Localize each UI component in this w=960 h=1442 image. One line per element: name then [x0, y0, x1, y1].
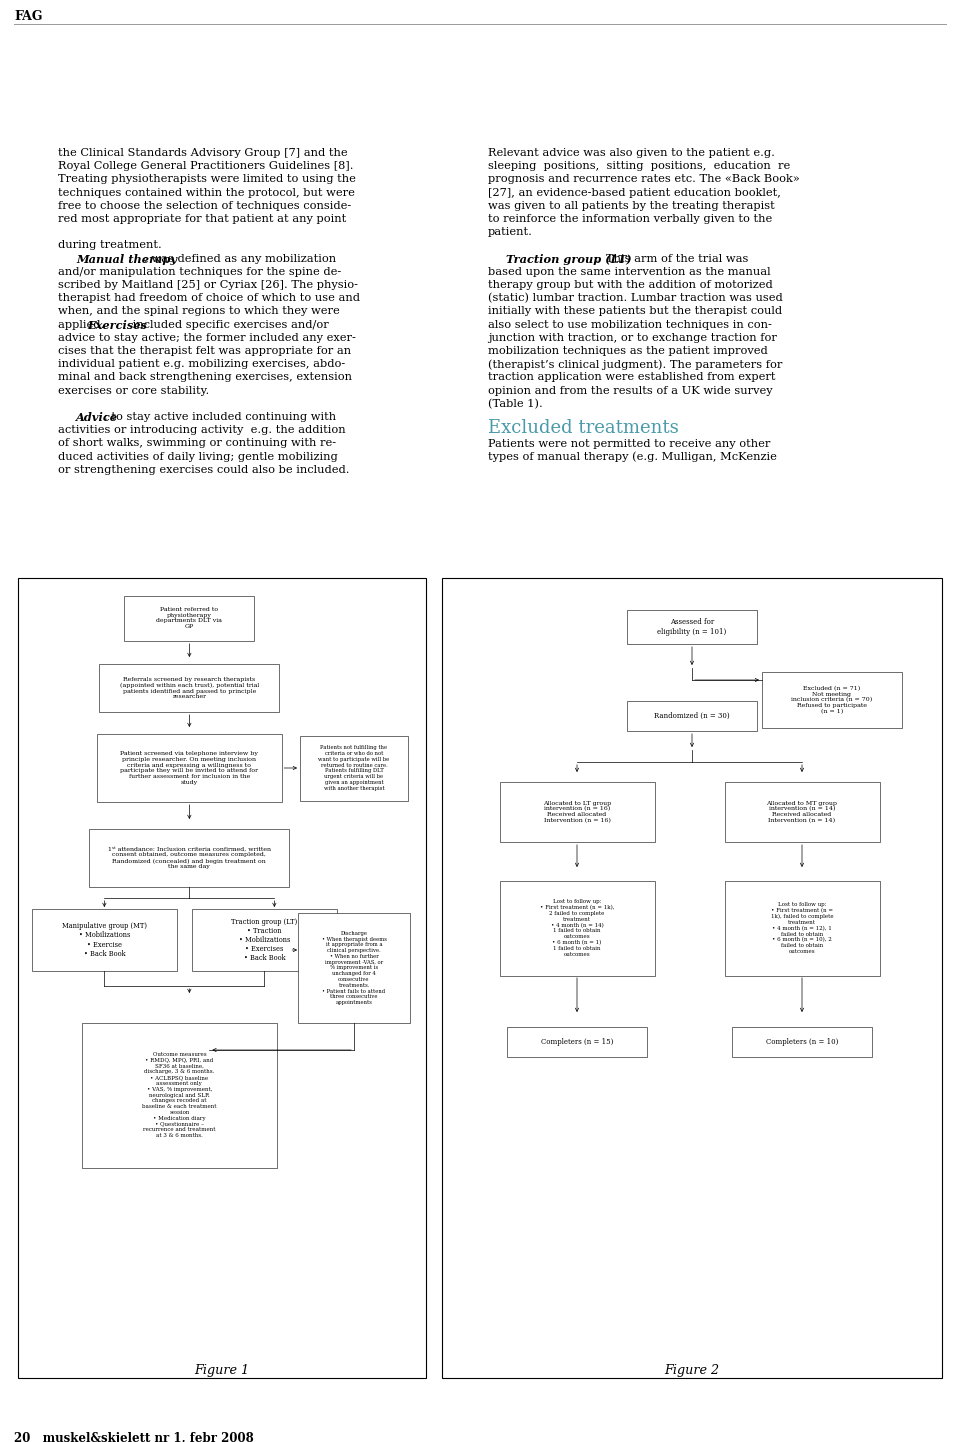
Text: Excluded treatments: Excluded treatments: [488, 418, 679, 437]
Text: Lost to follow up:
• First treatment (n = 1k),
2 failed to complete
treatment
• : Lost to follow up: • First treatment (n …: [540, 900, 614, 957]
Text: included specific exercises and/or: included specific exercises and/or: [129, 320, 328, 330]
Text: applied.: applied.: [58, 320, 108, 330]
Bar: [732, 1027, 872, 1057]
Text: 20   muskel&skjelett nr 1, febr 2008: 20 muskel&skjelett nr 1, febr 2008: [14, 1432, 253, 1442]
Text: mobilization techniques as the patient improved: mobilization techniques as the patient i…: [488, 346, 768, 356]
Text: Patients were not permitted to receive any other: Patients were not permitted to receive a…: [488, 438, 770, 448]
Text: sleeping  positions,  sitting  positions,  education  re: sleeping positions, sitting positions, e…: [488, 162, 790, 172]
Text: therapist had freedom of choice of which to use and: therapist had freedom of choice of which…: [58, 293, 360, 303]
Text: during treatment.: during treatment.: [58, 241, 161, 251]
Text: Traction group (LT): Traction group (LT): [506, 254, 632, 264]
Bar: [32, 908, 177, 970]
Text: Assessed for
eligibility (n = 101): Assessed for eligibility (n = 101): [658, 619, 727, 636]
Text: Excluded (n = 71)
Not meeting
inclusion criteria (n = 70)
Refused to participate: Excluded (n = 71) Not meeting inclusion …: [791, 685, 873, 714]
Text: and/or manipulation techniques for the spine de-: and/or manipulation techniques for the s…: [58, 267, 341, 277]
Text: 1ˢᵗ attendance: Inclusion criteria confirmed, written
consent obtained, outcome : 1ˢᵗ attendance: Inclusion criteria confi…: [108, 846, 271, 870]
Text: free to choose the selection of techniques conside-: free to choose the selection of techniqu…: [58, 200, 351, 211]
Text: :  This arm of the trial was: : This arm of the trial was: [595, 254, 749, 264]
Bar: [300, 735, 408, 800]
Text: junction with traction, or to exchange traction for: junction with traction, or to exchange t…: [488, 333, 777, 343]
Text: Discharge
• When therapist deems
it appropriate from a
clinical perspective.
• W: Discharge • When therapist deems it appr…: [322, 930, 387, 1005]
Text: : to stay active included continuing with: : to stay active included continuing wit…: [104, 412, 336, 423]
Bar: [89, 829, 289, 887]
Text: advice to stay active; the former included any exer-: advice to stay active; the former includ…: [58, 333, 356, 343]
Text: Referrals screened by research therapists
(appointed within each trust), potenti: Referrals screened by research therapist…: [120, 676, 259, 699]
Bar: [725, 881, 879, 975]
Bar: [507, 1027, 647, 1057]
Text: minal and back strengthening exercises, extension: minal and back strengthening exercises, …: [58, 372, 352, 382]
Bar: [762, 672, 902, 728]
Text: Allocated to LT group
intervention (n = 16)
Received allocated
Intervention (n =: Allocated to LT group intervention (n = …: [542, 800, 612, 823]
Bar: [442, 578, 942, 1379]
Text: Patients not fulfilling the
criteria or who do not
want to participate will be
r: Patients not fulfilling the criteria or …: [319, 746, 390, 790]
Bar: [192, 908, 337, 970]
Text: Figure 1: Figure 1: [195, 1364, 250, 1377]
Bar: [97, 734, 282, 802]
Text: duced activities of daily living; gentle mobilizing: duced activities of daily living; gentle…: [58, 451, 338, 461]
Bar: [499, 881, 655, 975]
Text: of short walks, swimming or continuing with re-: of short walks, swimming or continuing w…: [58, 438, 336, 448]
Text: types of manual therapy (e.g. Mulligan, McKenzie: types of manual therapy (e.g. Mulligan, …: [488, 451, 777, 463]
Text: therapy group but with the addition of motorized: therapy group but with the addition of m…: [488, 280, 773, 290]
Text: Randomized (n = 30): Randomized (n = 30): [654, 712, 730, 720]
Text: prognosis and recurrence rates etc. The «Back Book»: prognosis and recurrence rates etc. The …: [488, 174, 800, 185]
Text: opinion and from the results of a UK wide survey: opinion and from the results of a UK wid…: [488, 385, 773, 395]
Text: techniques contained within the protocol, but were: techniques contained within the protocol…: [58, 187, 355, 198]
Text: Outcome measures
• RMDQ, MPQ, PRI, and
SF36 at baseline,
discharge, 3 & 6 months: Outcome measures • RMDQ, MPQ, PRI, and S…: [142, 1051, 217, 1138]
Text: (therapist’s clinical judgment). The parameters for: (therapist’s clinical judgment). The par…: [488, 359, 782, 369]
Text: Royal College General Practitioners Guidelines [8].: Royal College General Practitioners Guid…: [58, 162, 353, 172]
Bar: [298, 913, 410, 1022]
Text: Completers (n = 10): Completers (n = 10): [766, 1038, 838, 1045]
Text: FAG: FAG: [14, 10, 42, 23]
Text: individual patient e.g. mobilizing exercises, abdo-: individual patient e.g. mobilizing exerc…: [58, 359, 346, 369]
Text: exercises or core stability.: exercises or core stability.: [58, 385, 209, 395]
Text: Exercises: Exercises: [87, 320, 147, 330]
Bar: [627, 701, 757, 731]
Text: also select to use mobilization techniques in con-: also select to use mobilization techniqu…: [488, 320, 772, 330]
Bar: [18, 578, 426, 1379]
Text: (static) lumbar traction. Lumbar traction was used: (static) lumbar traction. Lumbar tractio…: [488, 293, 782, 303]
Bar: [82, 1022, 276, 1168]
Text: red most appropriate for that patient at any point: red most appropriate for that patient at…: [58, 213, 347, 224]
Text: Figure 2: Figure 2: [664, 1364, 720, 1377]
Text: based upon the same intervention as the manual: based upon the same intervention as the …: [488, 267, 771, 277]
Text: activities or introducing activity  e.g. the addition: activities or introducing activity e.g. …: [58, 425, 346, 435]
Text: Treating physiotherapists were limited to using the: Treating physiotherapists were limited t…: [58, 174, 356, 185]
Text: Patient referred to
physiotherapy
departments DLT via
GP: Patient referred to physiotherapy depart…: [156, 607, 223, 629]
Text: Manipulative group (MT)
• Mobilizations
• Exercise
• Back Book: Manipulative group (MT) • Mobilizations …: [61, 923, 147, 957]
Text: Manual therapy: Manual therapy: [76, 254, 177, 264]
Text: scribed by Maitland [25] or Cyriax [26]. The physio-: scribed by Maitland [25] or Cyriax [26].…: [58, 280, 358, 290]
Text: Traction group (LT)
• Traction
• Mobilizations
• Exercises
• Back Book: Traction group (LT) • Traction • Mobiliz…: [231, 917, 298, 962]
Bar: [725, 782, 879, 842]
Text: patient.: patient.: [488, 228, 533, 236]
Text: [27], an evidence-based patient education booklet,: [27], an evidence-based patient educatio…: [488, 187, 780, 198]
Text: (Table 1).: (Table 1).: [488, 399, 542, 410]
Text: Relevant advice was also given to the patient e.g.: Relevant advice was also given to the pa…: [488, 149, 775, 159]
Bar: [627, 610, 757, 645]
Text: Completers (n = 15): Completers (n = 15): [540, 1038, 613, 1045]
Text: or strengthening exercises could also be included.: or strengthening exercises could also be…: [58, 464, 349, 474]
Bar: [99, 663, 279, 712]
Text: Patient screened via telephone interview by
principle researcher. On meeting inc: Patient screened via telephone interview…: [120, 751, 258, 784]
Text: to reinforce the information verbally given to the: to reinforce the information verbally gi…: [488, 213, 772, 224]
Text: initially with these patients but the therapist could: initially with these patients but the th…: [488, 306, 782, 316]
Text: Allocated to MT group
intervention (n = 14)
Received allocated
Intervention (n =: Allocated to MT group intervention (n = …: [766, 800, 837, 823]
Text: the Clinical Standards Advisory Group [7] and the: the Clinical Standards Advisory Group [7…: [58, 149, 348, 159]
Text: when, and the spinal regions to which they were: when, and the spinal regions to which th…: [58, 306, 340, 316]
Text: traction application were established from expert: traction application were established fr…: [488, 372, 776, 382]
Text: was given to all patients by the treating therapist: was given to all patients by the treatin…: [488, 200, 775, 211]
Text: Advice: Advice: [76, 412, 118, 423]
Bar: [499, 782, 655, 842]
Bar: [125, 596, 254, 640]
Text: : was defined as any mobilization: : was defined as any mobilization: [144, 254, 336, 264]
Text: Lost to follow up:
• First treatment (n =
1k), failed to complete
treatment
• 4 : Lost to follow up: • First treatment (n …: [771, 901, 833, 955]
Text: cises that the therapist felt was appropriate for an: cises that the therapist felt was approp…: [58, 346, 351, 356]
